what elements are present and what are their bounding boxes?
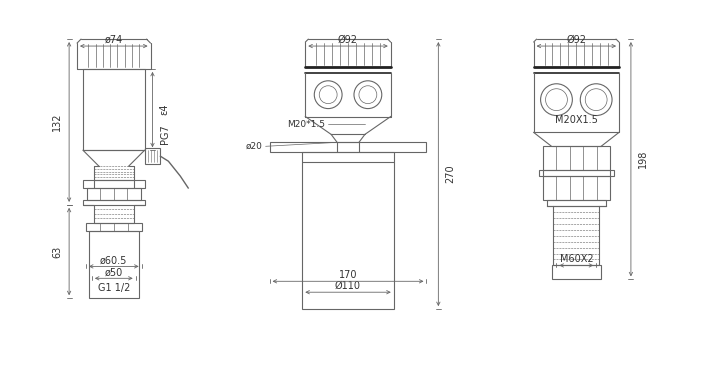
Bar [546,200,606,206]
Bar [543,146,610,170]
Text: 132: 132 [52,113,62,131]
Text: G1 1/2: G1 1/2 [98,283,130,293]
Text: Ø92: Ø92 [338,35,358,45]
Text: PG7: PG7 [161,125,170,144]
Text: M20*1.5: M20*1.5 [287,120,325,129]
Bar [89,231,139,298]
Text: ø60.5: ø60.5 [100,255,127,266]
Text: Ø110: Ø110 [335,281,361,291]
Text: 270: 270 [445,165,455,183]
Bar [83,200,144,205]
Bar [543,176,610,200]
Text: ø74: ø74 [105,35,123,45]
Bar [551,266,601,279]
Text: M60X2: M60X2 [560,254,593,264]
Text: ø50: ø50 [105,267,123,278]
Bar [270,142,427,152]
Text: ø20: ø20 [245,142,262,151]
Text: 170: 170 [339,270,357,280]
Bar [83,69,144,150]
Text: M20X1.5: M20X1.5 [555,116,598,126]
Bar [87,188,141,200]
Text: 63: 63 [52,245,62,258]
Text: Ø92: Ø92 [566,35,586,45]
Bar [83,180,144,188]
Bar [86,223,142,231]
Bar [303,152,394,309]
Bar [144,148,161,164]
Text: ε4: ε4 [159,104,170,115]
Bar [539,170,614,176]
Bar [553,206,599,266]
Text: 198: 198 [638,150,648,168]
